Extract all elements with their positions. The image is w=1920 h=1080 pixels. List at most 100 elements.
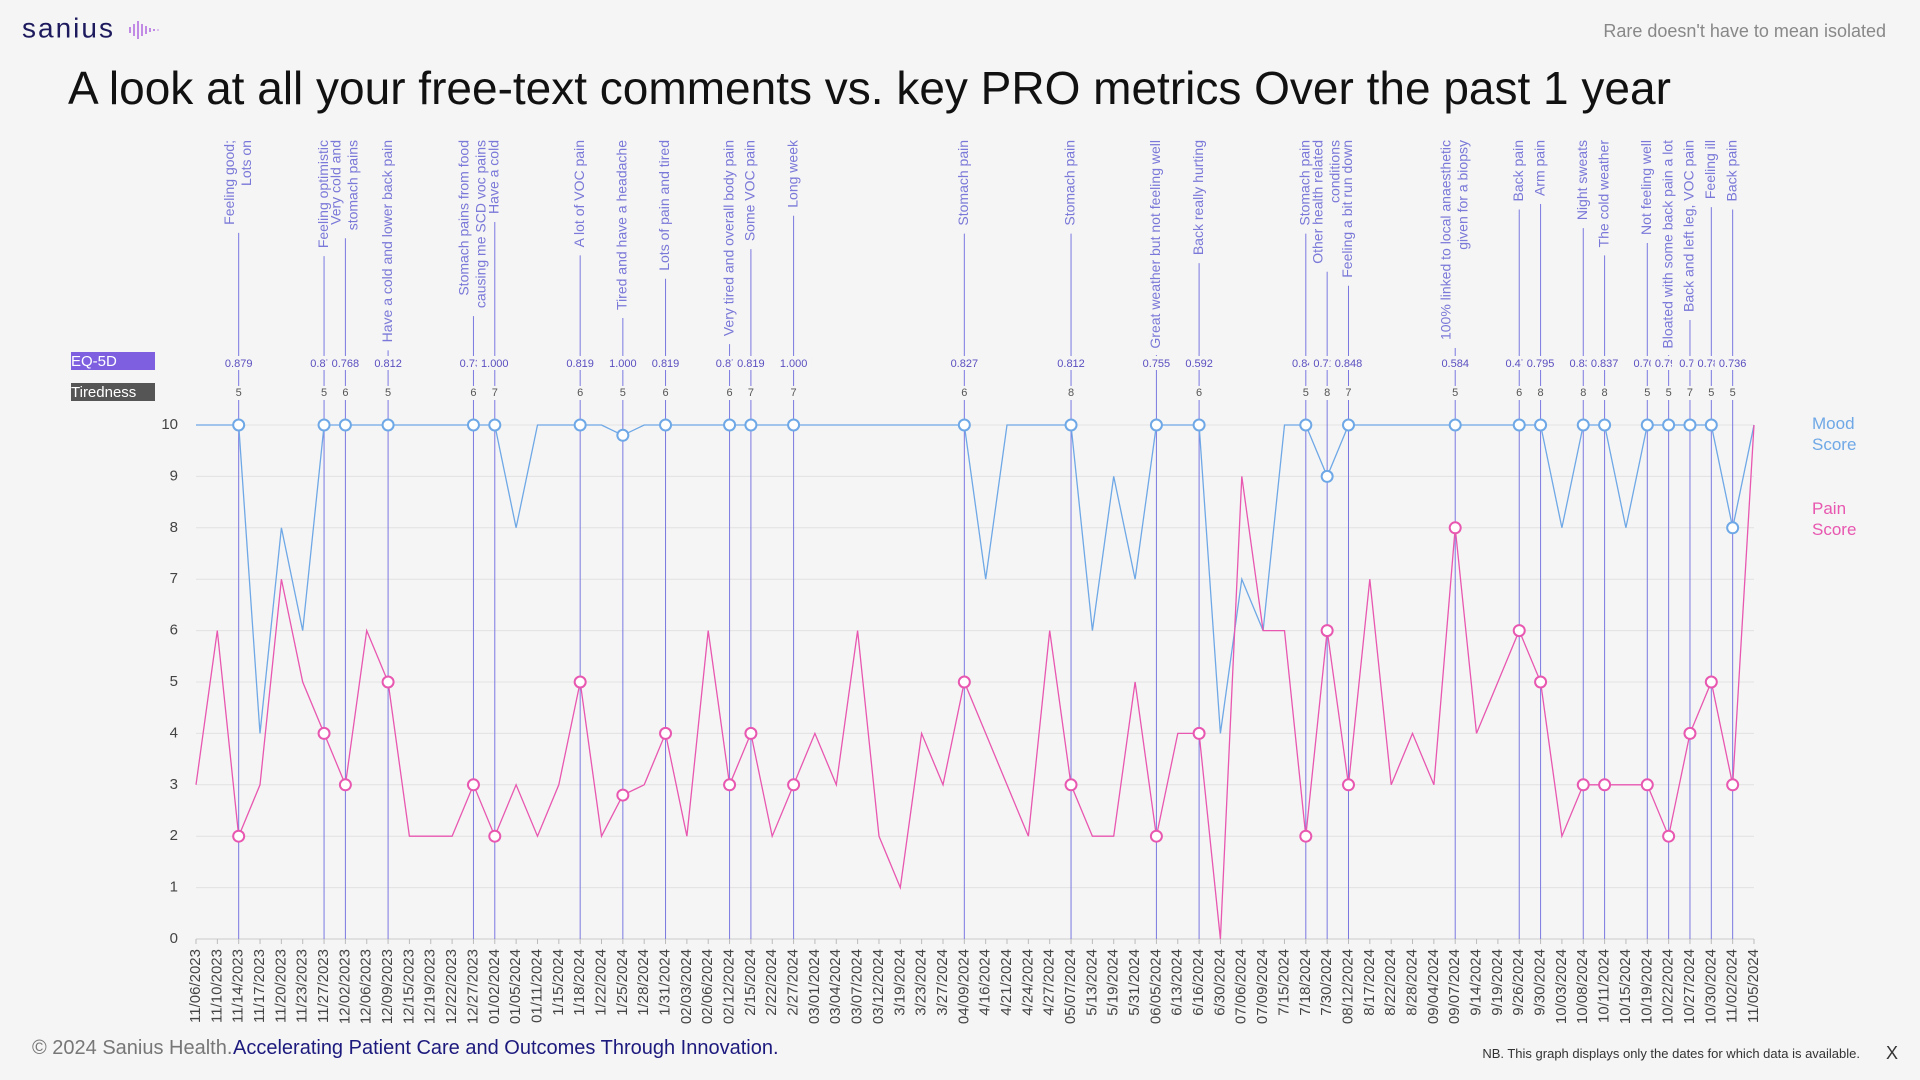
x-tick-label: 10/19/2024 — [1638, 949, 1655, 1024]
annotation-marker — [1512, 418, 1526, 432]
annotation-text: The cold weather — [1595, 140, 1611, 248]
annotation-marker — [1341, 778, 1355, 792]
annotation-text: conditions — [1326, 140, 1342, 203]
tiredness-value: 7 — [748, 387, 754, 399]
x-tick-label: 3/23/2024 — [913, 949, 930, 1016]
eq5d-bg — [1437, 356, 1474, 370]
annotation-marker — [1598, 418, 1612, 432]
annotation-marker — [1149, 418, 1163, 432]
tiredness-value: 5 — [1708, 387, 1714, 399]
x-tick-label: 02/12/2024 — [721, 949, 738, 1024]
annotation-marker — [1299, 829, 1313, 843]
eq5d-bg — [1522, 356, 1559, 370]
x-tick-label: 01/02/2024 — [486, 949, 503, 1024]
tiredness-bg — [1683, 386, 1696, 400]
eq5d-bg — [476, 356, 513, 370]
x-tick-label: 11/06/2023 — [187, 949, 204, 1023]
eq5d-value: 1.000 — [481, 358, 509, 370]
eq5d-value: 1.000 — [609, 358, 637, 370]
close-button[interactable]: X — [1885, 1043, 1898, 1063]
x-tick-label: 10/03/2024 — [1553, 949, 1570, 1024]
annotation-marker — [1341, 418, 1355, 432]
eq5d-bg — [604, 356, 641, 370]
eq5d-value: 0.768 — [332, 358, 360, 370]
annotation-marker — [317, 726, 331, 740]
x-tick-label: 10/15/2024 — [1617, 949, 1634, 1024]
y-tick-label: 9 — [170, 467, 178, 484]
x-tick-label: 4/24/2024 — [1019, 949, 1036, 1016]
copyright: © 2024 Sanius Health. — [32, 1037, 233, 1059]
annotation-marker — [338, 418, 352, 432]
tiredness-bg — [1342, 386, 1355, 400]
annotation-text: Stomach pains from food — [456, 140, 472, 296]
annotations: Feeling good; Lots on 0.879 5 Feeling optimi… — [220, 139, 1751, 939]
tiredness-bg — [659, 386, 672, 400]
annotation-text: 100% linked to local anaesthetic — [1437, 140, 1453, 340]
annotation-text: Have a cold — [485, 140, 501, 214]
y-tick-label: 10 — [161, 416, 178, 433]
tiredness-value: 8 — [1324, 387, 1330, 399]
annotation-marker — [573, 418, 587, 432]
x-tick-label: 11/02/2024 — [1724, 949, 1741, 1023]
grid — [196, 424, 1754, 940]
tiredness-value: 6 — [961, 387, 967, 399]
tiredness-value: 5 — [385, 387, 391, 399]
tiredness-bg — [1513, 386, 1526, 400]
x-tick-label: 4/16/2024 — [977, 949, 994, 1016]
eq5d-value: 0.812 — [1057, 358, 1085, 370]
eq5d-value: 0.736 — [1719, 358, 1747, 370]
x-tick-label: 1/25/2024 — [614, 949, 631, 1016]
x-tick-label: 2/27/2024 — [785, 949, 802, 1016]
eq5d-bg — [1053, 356, 1090, 370]
tiredness-value: 5 — [620, 387, 626, 399]
eq5d-bg — [370, 356, 407, 370]
annotation-text: Stomach pain — [1062, 140, 1078, 226]
eq5d-legend-box — [71, 352, 155, 370]
tiredness-value: 5 — [236, 387, 242, 399]
annotation-marker — [1299, 418, 1313, 432]
x-tick-label: 10/11/2024 — [1596, 949, 1613, 1023]
tiredness-value: 5 — [1666, 387, 1672, 399]
x-tick-label: 11/14/2023 — [230, 949, 247, 1023]
tiredness-value: 6 — [342, 387, 348, 399]
annotation-marker — [1512, 624, 1526, 638]
eq5d-value: 0.795 — [1527, 358, 1555, 370]
tiredness-bg — [1641, 386, 1654, 400]
tiredness-value: 5 — [321, 387, 327, 399]
y-tick-label: 7 — [170, 570, 178, 587]
eq5d-value: 0.819 — [737, 358, 765, 370]
annotation-text: Stomach pain — [955, 140, 971, 226]
x-tick-label: 05/07/2024 — [1062, 949, 1079, 1024]
tiredness-legend: Tiredness — [71, 384, 136, 401]
eq5d-bg — [1714, 356, 1751, 370]
x-tick-label: 5/31/2024 — [1126, 949, 1143, 1016]
x-tick-label: 3/19/2024 — [891, 949, 908, 1016]
series-label: Pain Score — [1812, 499, 1857, 539]
eq5d-value: 0.755 — [1143, 358, 1171, 370]
x-tick-label: 12/06/2023 — [358, 949, 375, 1024]
eq5d-bg — [775, 356, 812, 370]
x-tick-label: 7/18/2024 — [1297, 949, 1314, 1016]
annotation-text: Have a cold and lower back pain — [379, 140, 395, 342]
annotation-text: stomach pains — [345, 140, 361, 230]
annotation-marker — [1576, 418, 1590, 432]
x-tick-label: 04/09/2024 — [955, 949, 972, 1024]
x-tick-label: 01/05/2024 — [507, 949, 524, 1024]
x-tick-label: 07/06/2024 — [1233, 949, 1250, 1024]
eq5d-value: 0.592 — [1185, 358, 1213, 370]
x-tick-label: 01/11/2024 — [528, 949, 545, 1023]
annotation-marker — [573, 675, 587, 689]
annotation-text: Feeling good; — [221, 140, 237, 225]
x-tick-label: 8/17/2024 — [1361, 949, 1378, 1016]
annotation-marker — [381, 675, 395, 689]
tiredness-bg — [1662, 386, 1675, 400]
eq5d-bg — [327, 356, 364, 370]
x-tick-label: 8/28/2024 — [1403, 949, 1420, 1016]
tiredness-value: 7 — [492, 387, 498, 399]
annotation-marker — [1534, 418, 1548, 432]
annotation-marker — [616, 428, 630, 442]
x-tick-label: 9/14/2024 — [1468, 949, 1485, 1016]
x-tick-label: 11/17/2023 — [251, 949, 268, 1023]
y-tick-label: 0 — [170, 930, 178, 947]
annotation-marker — [957, 675, 971, 689]
